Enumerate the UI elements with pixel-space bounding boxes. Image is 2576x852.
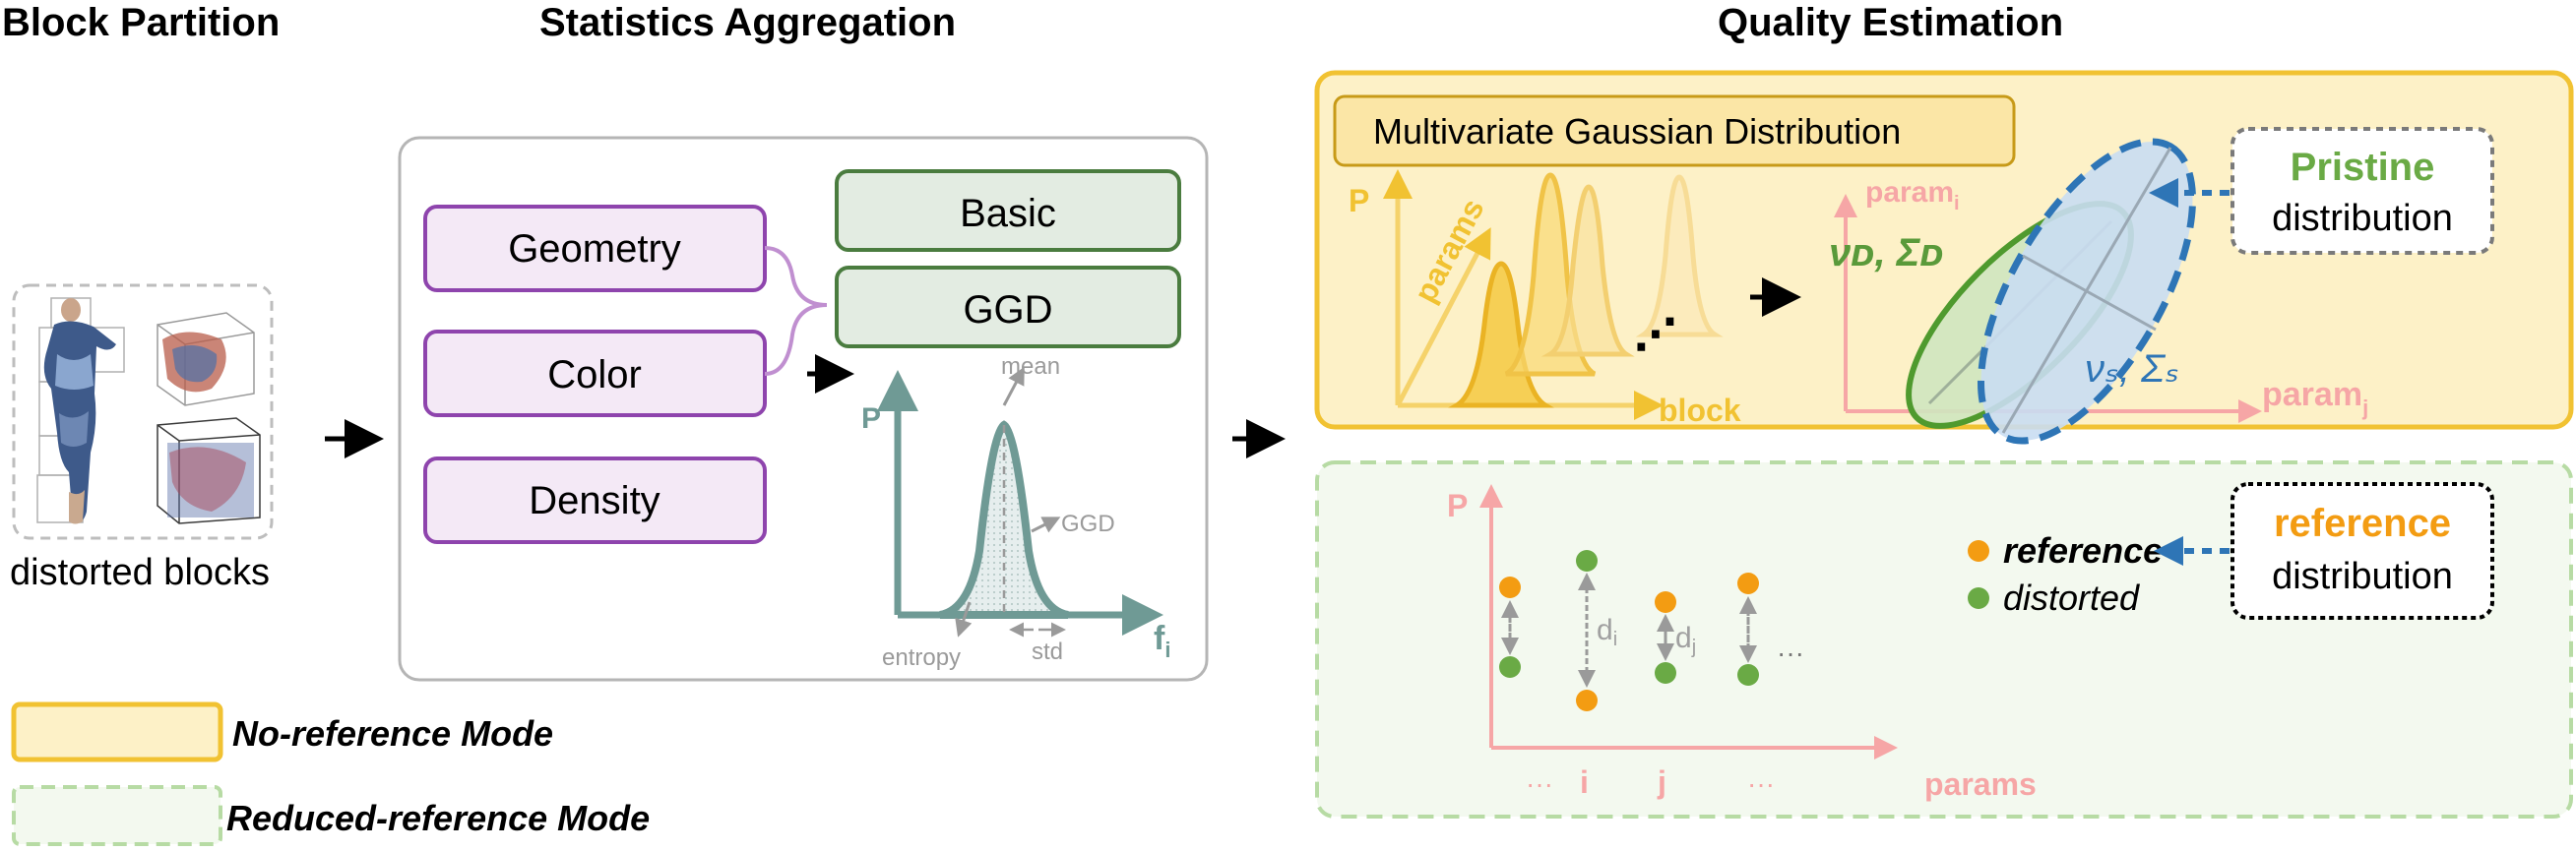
rr-tick-dots-right: ···	[1747, 768, 1775, 799]
stat-label-basic: Basic	[960, 192, 1056, 235]
legend-no-reference-swatch	[11, 701, 223, 762]
ggd-entropy-arrow	[955, 601, 973, 638]
feature-label-geometry: Geometry	[508, 227, 681, 271]
ggd-entropy-label: entropy	[882, 644, 961, 671]
legend-reference-label: reference	[2003, 530, 2163, 571]
rr-tick-i: i	[1580, 764, 1589, 800]
legend-distorted-label: distorted	[2003, 578, 2140, 618]
dot-pair-3: dj	[1655, 591, 1696, 684]
nu-d-sigma-d-label: νᴅ, Σᴅ	[1829, 231, 1944, 274]
legend-reference-dot	[1968, 540, 1989, 562]
distance-label-dj: dj	[1675, 622, 1696, 658]
ggd-std-label: std	[1032, 639, 1063, 665]
ggd-mean-arrow	[1002, 366, 1025, 406]
dot-pair-4	[1737, 573, 1759, 686]
stat-box-basic	[835, 169, 1181, 252]
gaussian-curve-3	[1540, 184, 1635, 357]
rr-x-label: params	[1924, 766, 2037, 802]
param-i-label: parami	[1865, 176, 1960, 214]
header-statistics-aggregation: Statistics Aggregation	[539, 1, 956, 44]
nu-s-sigma-s-label: νₛ, Σₛ	[2085, 347, 2179, 391]
distorted-blocks-caption: distorted blocks	[10, 552, 270, 593]
distorted-dot-1	[1499, 656, 1521, 678]
nr-block-label: block	[1659, 393, 1741, 428]
reduced-reference-panel: P params ··· i j ··· di dj	[1315, 460, 2573, 819]
feature-label-color: Color	[547, 353, 642, 396]
block-sample-bottom-image	[157, 417, 261, 524]
header-block-partition: Block Partition	[2, 1, 280, 44]
mvg-title-box	[1333, 94, 2016, 167]
block-partition-panel: distorted blocks	[10, 283, 274, 593]
reference-dot-3	[1655, 591, 1676, 613]
rr-tick-j: j	[1657, 764, 1666, 800]
block-sample-top-image	[157, 312, 255, 406]
reference-box	[2230, 482, 2494, 620]
legend-reduced-reference-label: Reduced-reference Mode	[226, 798, 650, 838]
pristine-subtitle: distribution	[2272, 198, 2453, 239]
ggd-y-label: P	[861, 402, 881, 435]
stat-label-ggd: GGD	[963, 288, 1052, 332]
pristine-title: Pristine	[2291, 146, 2435, 189]
no-reference-panel: Multivariate Gaussian Distribution P par…	[1314, 70, 2574, 445]
reference-box-title: reference	[2274, 502, 2451, 545]
legend-reduced-reference-swatch	[12, 785, 222, 846]
nr-y-label: P	[1349, 183, 1369, 218]
point-cloud-figure-image	[36, 297, 125, 524]
pristine-axis-minor	[2022, 254, 2157, 332]
reference-dot-2	[1576, 690, 1598, 711]
pristine-box	[2230, 127, 2494, 255]
nr-ellipsis: ⋰	[1634, 311, 1677, 359]
feature-bracket-connector	[764, 246, 828, 376]
feature-label-density: Density	[529, 479, 660, 522]
dot-pair-2: di	[1576, 550, 1617, 711]
reference-dot-4	[1737, 573, 1759, 594]
feature-box-density	[423, 456, 767, 544]
legend-distorted-dot	[1968, 587, 1989, 609]
rr-y-label: P	[1447, 488, 1468, 523]
ggd-ggd-label: GGD	[1061, 511, 1115, 537]
nr-params-axis	[1395, 227, 1491, 407]
statistics-aggregation-panel: Geometry Color Density Basic GGD P fi me…	[398, 136, 1209, 682]
reference-box-subtitle: distribution	[2272, 556, 2453, 597]
ggd-plot: P fi mean GGD entropy std	[861, 353, 1170, 671]
ggd-mean-label: mean	[1001, 353, 1060, 380]
legend-no-reference-label: No-reference Mode	[232, 713, 553, 754]
rr-trailing-dots: ···	[1777, 638, 1804, 668]
dot-pair-1	[1499, 577, 1521, 678]
block-partition-frame	[12, 283, 274, 540]
rr-tick-dots-left: ···	[1526, 768, 1553, 799]
ellipse-plot: parami paramj νᴅ, Σᴅ νₛ, Σₛ	[1829, 138, 2368, 445]
ggd-x-label: fi	[1154, 620, 1170, 662]
param-j-label: paramj	[2262, 376, 2368, 420]
ggd-ggd-arrow	[1031, 517, 1061, 533]
reference-dot-1	[1499, 577, 1521, 598]
distorted-dot-4	[1737, 664, 1759, 686]
header-quality-estimation: Quality Estimation	[1718, 1, 2063, 44]
stat-box-ggd	[835, 266, 1181, 348]
distance-label-di: di	[1597, 614, 1617, 650]
distorted-dot-2	[1576, 550, 1598, 572]
mode-legend: No-reference Mode Reduced-reference Mode	[11, 701, 650, 846]
gaussian-curve-4	[1635, 174, 1724, 337]
mvg-title: Multivariate Gaussian Distribution	[1373, 111, 1901, 152]
distorted-dot-3	[1655, 662, 1676, 684]
